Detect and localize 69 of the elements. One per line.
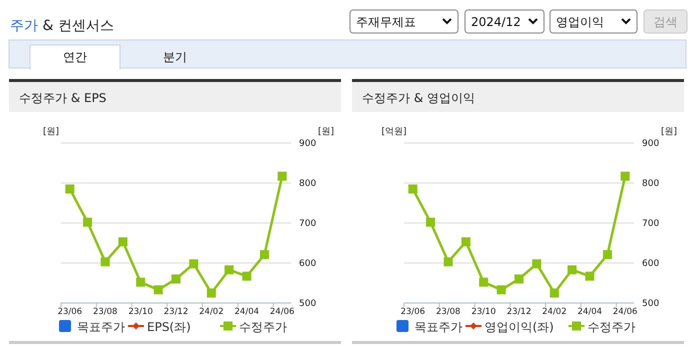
point: [444, 257, 453, 266]
text: 분기: [163, 50, 187, 64]
text: 주재무제표: [356, 15, 416, 29]
point: [426, 218, 436, 227]
legend-label: 목표주가: [414, 320, 462, 334]
point: [408, 184, 418, 194]
y2-tick-label: 800: [299, 179, 316, 189]
chart-title: 수정주가 & EPS: [19, 91, 106, 105]
point: [620, 172, 630, 181]
x-tick-label: 24/06: [612, 307, 638, 317]
point: [154, 285, 163, 294]
point: [602, 250, 612, 260]
point: [83, 218, 92, 227]
point: [136, 278, 146, 287]
point: [496, 285, 506, 294]
x-tick-label: 24/02: [199, 307, 224, 317]
text: 영업이익: [556, 15, 604, 29]
legend-label: 수정주가: [588, 320, 636, 334]
chart-title: 수정주가 & 영업이익: [362, 91, 475, 105]
x-tick-label: 24/04: [578, 307, 602, 317]
point: [585, 272, 594, 281]
y2-tick-label: 900: [642, 139, 660, 149]
point: [172, 274, 180, 284]
y2-tick-label: 500: [299, 299, 316, 309]
x-tick-label: 23/08: [436, 307, 460, 317]
y2-axis-title: [원]: [318, 127, 334, 137]
point: [260, 250, 269, 260]
legend-label: 목표주가: [77, 320, 125, 334]
x-tick-label: 24/06: [270, 307, 294, 317]
x-tick-label: 23/10: [128, 307, 153, 317]
x-tick-label: 23/12: [506, 307, 532, 317]
y2-tick-label: 600: [642, 259, 660, 269]
point: [242, 272, 252, 281]
x-tick-label: 23/08: [92, 307, 118, 317]
point: [100, 257, 110, 266]
y2-tick-label: 800: [642, 179, 660, 189]
text: 연간: [63, 50, 87, 64]
point: [65, 184, 74, 194]
legend-label: 영업이익(좌): [484, 320, 554, 334]
text: 검색: [654, 15, 678, 29]
legend-label: 수정주가: [239, 320, 287, 334]
point: [550, 288, 559, 298]
x-tick-label: 23/10: [471, 307, 496, 317]
x-tick-label: 23/12: [164, 307, 188, 317]
text: 2024/12: [471, 15, 521, 29]
point: [479, 278, 488, 287]
point: [118, 237, 128, 246]
point: [206, 288, 216, 298]
y2-tick-label: 700: [642, 219, 660, 229]
point: [189, 259, 198, 268]
text: 주가 & 컨센서스: [10, 18, 114, 34]
y2-axis-title: [원]: [660, 127, 677, 137]
point: [461, 237, 470, 246]
point: [568, 265, 577, 274]
x-tick-label: 23/06: [58, 307, 82, 317]
point: [532, 259, 542, 268]
point: [224, 265, 234, 274]
x-tick-label: 24/04: [234, 307, 260, 317]
x-tick-label: 24/02: [542, 307, 567, 317]
y2-tick-label: 700: [299, 219, 316, 229]
y2-tick-label: 500: [642, 299, 660, 309]
y2-tick-label: 600: [299, 259, 316, 269]
y-axis-title: [원]: [42, 127, 60, 137]
x-tick-label: 23/06: [400, 307, 426, 317]
point: [514, 274, 524, 284]
point: [278, 172, 287, 181]
y2-tick-label: 900: [299, 139, 316, 149]
y-axis-title: [억원]: [381, 127, 407, 137]
legend-label: EPS(좌): [147, 320, 191, 334]
